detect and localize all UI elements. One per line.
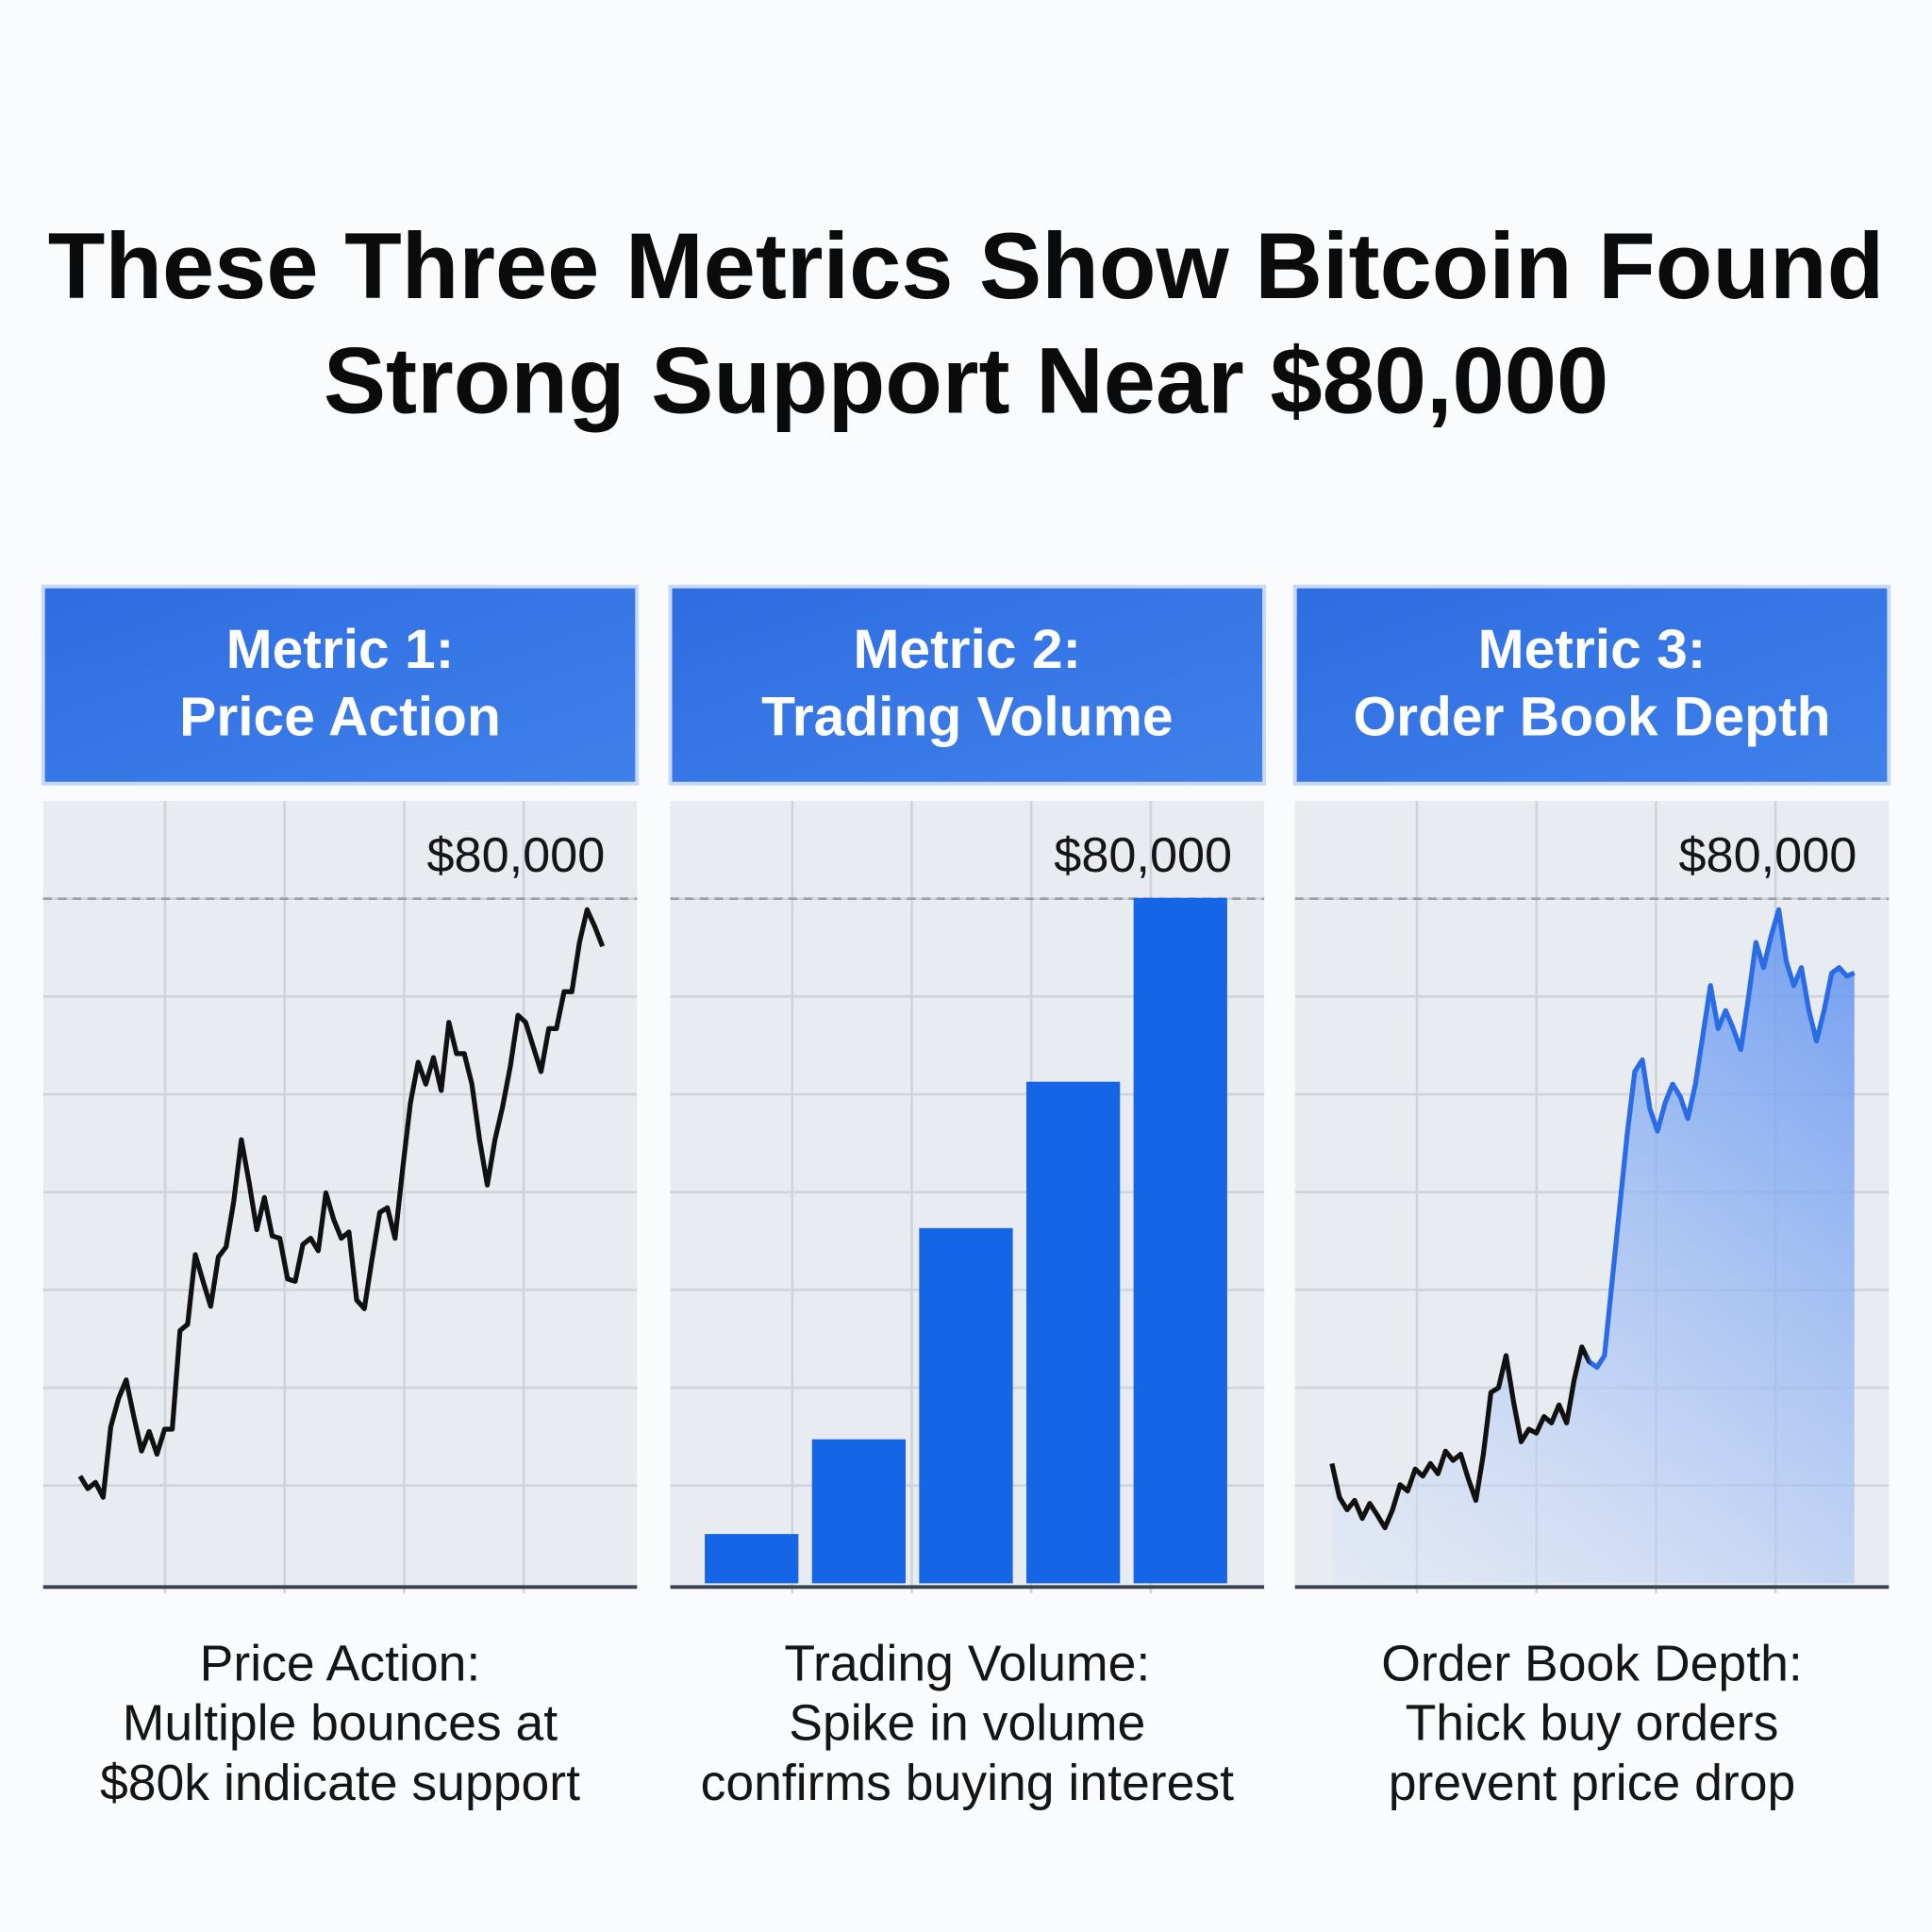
caption: prevent price drop — [1389, 1756, 1796, 1811]
caption: Multiple bounces at — [123, 1696, 558, 1752]
caption: Spike in volume — [789, 1696, 1145, 1752]
caption: confirms buying interest — [701, 1756, 1235, 1811]
caption: Trading Volume: — [784, 1636, 1150, 1691]
caption: Order Book Depth: — [1381, 1636, 1802, 1691]
panel-subtitle: Trading Volume — [761, 687, 1173, 748]
bar — [1026, 1081, 1121, 1584]
panel-title: Metric 1: — [226, 619, 455, 680]
depth-line — [1329, 907, 1856, 1531]
panel-title: Metric 2: — [853, 619, 1081, 680]
caption: $80k indicate support — [100, 1756, 580, 1811]
bar — [1133, 897, 1227, 1584]
main-title: Strong Support Near $80,000 — [324, 329, 1608, 434]
panel-header — [668, 584, 1267, 786]
panel-header — [1292, 584, 1891, 786]
panel-subtitle: Price Action — [179, 687, 501, 748]
reference-label: $80,000 — [1678, 828, 1857, 883]
panel-header — [41, 584, 640, 786]
caption: Price Action: — [200, 1636, 481, 1691]
depth-area — [1331, 909, 1855, 1584]
caption: Thick buy orders — [1406, 1696, 1779, 1752]
main-title: These Three Metrics Show Bitcoin Found — [48, 214, 1885, 319]
bar — [705, 1534, 799, 1584]
bar — [811, 1439, 906, 1584]
price-line — [77, 907, 606, 1500]
reference-label: $80,000 — [1054, 828, 1232, 883]
panel-subtitle: Order Book Depth — [1353, 687, 1830, 748]
plot-area — [42, 800, 638, 1588]
reference-label: $80,000 — [426, 828, 605, 883]
bar — [919, 1227, 1013, 1584]
panel-title: Metric 3: — [1478, 619, 1707, 680]
